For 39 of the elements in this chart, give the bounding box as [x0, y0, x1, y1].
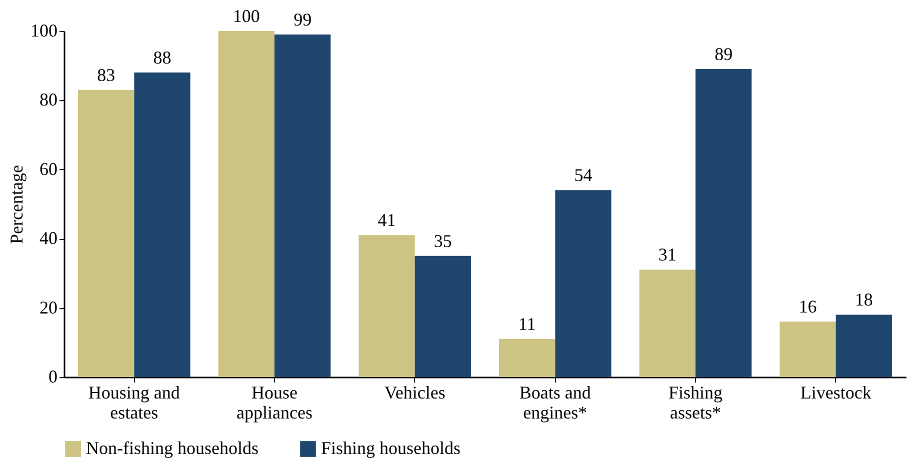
- bar: [414, 256, 471, 377]
- data-label: 54: [574, 165, 592, 186]
- data-label: 18: [854, 290, 873, 310]
- bar: [780, 322, 836, 377]
- y-tick-label: 40: [40, 228, 58, 248]
- bar: [499, 338, 556, 377]
- data-label: 88: [153, 48, 172, 68]
- y-tick-label: 60: [40, 158, 58, 179]
- y-axis-title: Percentage: [6, 165, 26, 244]
- y-tick-label: 20: [40, 297, 58, 318]
- bar: [696, 69, 752, 377]
- x-tick-label: Livestock: [800, 382, 872, 402]
- data-label: 41: [378, 210, 396, 230]
- legend-label: Fishing households: [321, 438, 461, 458]
- bar: [358, 235, 415, 377]
- legend-label: Non-fishing households: [86, 438, 258, 458]
- x-tick-label: Boats and engines*: [519, 382, 591, 422]
- x-tick-label: Housing and estates: [88, 382, 180, 422]
- y-tick-label: 100: [30, 20, 58, 40]
- bar: [555, 190, 612, 377]
- y-tick-label: 80: [40, 90, 58, 110]
- data-label: 31: [658, 244, 676, 265]
- bar: [134, 72, 190, 377]
- bar: [78, 90, 134, 377]
- bar: [639, 270, 696, 377]
- x-tick-label: House appliances: [236, 382, 312, 422]
- data-label: 16: [798, 296, 817, 317]
- bar: [218, 31, 274, 377]
- x-tick-label: Vehicles: [384, 382, 446, 402]
- data-label: 83: [97, 64, 116, 85]
- x-tick-label: Fishing assets*: [668, 382, 723, 422]
- data-label: 35: [434, 230, 452, 251]
- data-label: 89: [714, 44, 733, 64]
- bar: [274, 34, 331, 377]
- bar: [836, 314, 892, 377]
- data-label: 11: [518, 314, 536, 334]
- y-tick-label: 0: [48, 366, 58, 386]
- data-label: 100: [232, 6, 260, 26]
- data-label: 99: [294, 9, 312, 30]
